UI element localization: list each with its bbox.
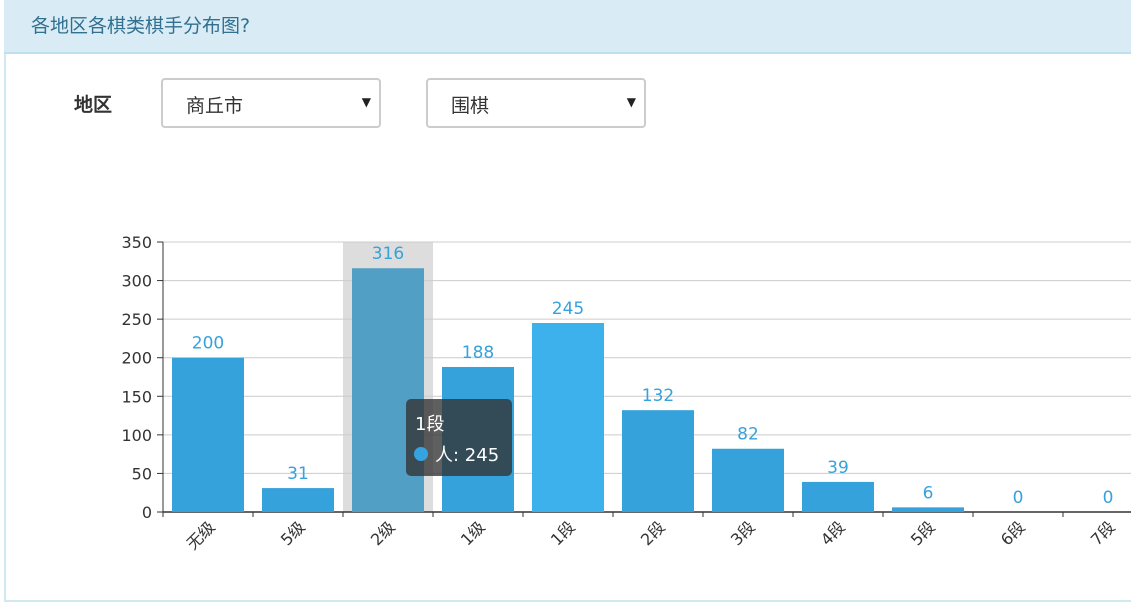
bar bbox=[712, 448, 784, 512]
region-select[interactable]: 商丘市 ▼ bbox=[161, 78, 381, 128]
data-label: 82 bbox=[737, 425, 759, 445]
chevron-down-icon: ▼ bbox=[361, 95, 371, 109]
data-label: 316 bbox=[372, 244, 404, 264]
y-tick-label: 50 bbox=[132, 464, 152, 483]
data-label: 200 bbox=[192, 334, 224, 354]
y-tick-label: 300 bbox=[121, 272, 152, 291]
data-label: 188 bbox=[462, 343, 494, 363]
bar bbox=[892, 507, 964, 512]
x-tick-label: 5段 bbox=[907, 517, 939, 549]
panel-title: 各地区各棋类棋手分布图? bbox=[31, 15, 251, 37]
data-label: 0 bbox=[1103, 488, 1114, 508]
panel-header: 各地区各棋类棋手分布图? bbox=[4, 0, 1131, 54]
y-tick-label: 0 bbox=[142, 503, 152, 522]
bar bbox=[532, 323, 604, 512]
game-type-select-value: 围棋 bbox=[451, 95, 490, 117]
data-label: 0 bbox=[1013, 488, 1024, 508]
data-label: 245 bbox=[552, 299, 584, 319]
y-tick-label: 200 bbox=[121, 349, 152, 368]
x-tick-label: 6段 bbox=[997, 517, 1029, 549]
bar bbox=[172, 357, 244, 512]
data-label: 31 bbox=[287, 464, 309, 484]
x-tick-label: 2级 bbox=[367, 517, 399, 549]
x-tick-label: 5级 bbox=[277, 517, 309, 549]
bar bbox=[622, 410, 694, 512]
tooltip-value: 人: 245 bbox=[435, 445, 500, 466]
x-tick-label: 无级 bbox=[183, 517, 219, 553]
data-label: 39 bbox=[827, 458, 849, 478]
chevron-down-icon: ▼ bbox=[626, 95, 636, 109]
x-tick-label: 2段 bbox=[637, 517, 669, 549]
x-tick-label: 1段 bbox=[547, 517, 579, 549]
data-label: 6 bbox=[923, 483, 934, 503]
game-type-select[interactable]: 围棋 ▼ bbox=[426, 78, 646, 128]
region-label: 地区 bbox=[74, 94, 113, 116]
y-tick-label: 150 bbox=[121, 387, 152, 406]
x-tick-label: 4段 bbox=[817, 517, 849, 549]
x-tick-label: 3段 bbox=[727, 517, 759, 549]
tooltip-series-marker bbox=[414, 447, 428, 461]
tooltip-title: 1段 bbox=[415, 414, 445, 435]
chart-tooltip: 1段 人: 245 bbox=[406, 399, 512, 476]
x-tick-label: 7段 bbox=[1087, 517, 1119, 549]
bar bbox=[262, 488, 334, 512]
x-tick-label: 1级 bbox=[457, 517, 489, 549]
bar bbox=[802, 481, 874, 512]
y-tick-label: 100 bbox=[121, 426, 152, 445]
y-tick-label: 350 bbox=[121, 233, 152, 252]
data-label: 132 bbox=[642, 386, 674, 406]
region-select-value: 商丘市 bbox=[186, 95, 244, 117]
y-tick-label: 250 bbox=[121, 310, 152, 329]
